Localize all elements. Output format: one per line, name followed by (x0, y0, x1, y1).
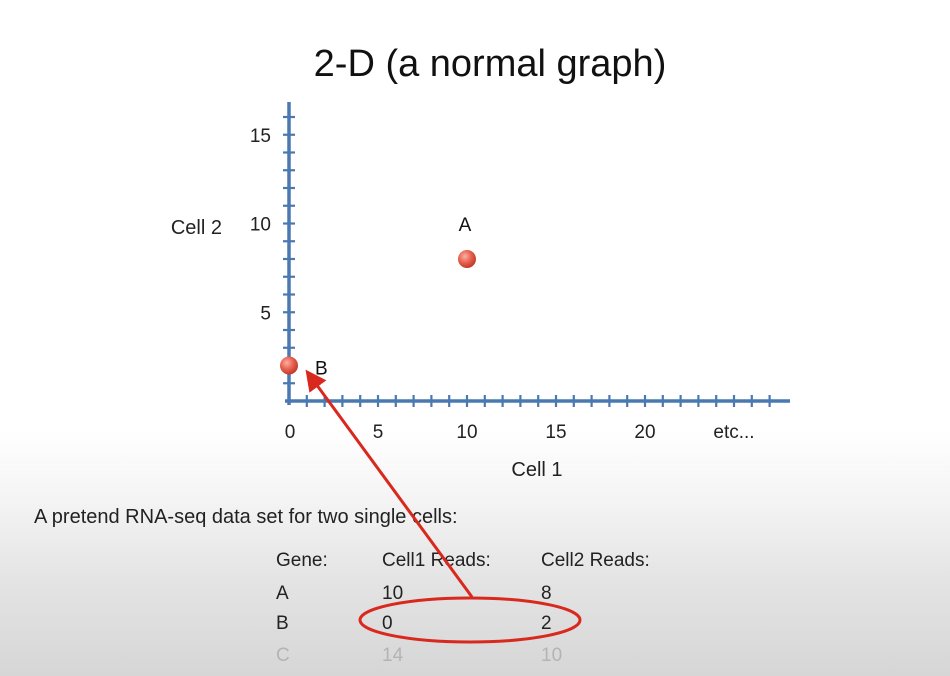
point-label-b: B (315, 359, 328, 380)
slide-title: 2-D (a normal graph) (314, 43, 667, 85)
table-header-cell: Gene: (276, 550, 328, 571)
point-b (280, 356, 298, 375)
annotation-arrow (305, 369, 474, 598)
y-tick-label: 15 (250, 126, 271, 147)
table-cell: 10 (382, 583, 403, 604)
table-cell: B (276, 613, 289, 634)
data-points: AB (280, 215, 476, 380)
x-tick-label: 10 (456, 422, 477, 443)
table-cell: 14 (382, 645, 404, 666)
table-header-cell: Cell2 Reads: (541, 550, 650, 571)
x-axis-label: Cell 1 (511, 459, 562, 481)
x-tick-label: 15 (545, 422, 566, 443)
x-tick-label: 0 (285, 422, 296, 443)
y-tick-label: 5 (260, 303, 271, 324)
x-tick-label: 5 (373, 422, 384, 443)
x-tick-label: 20 (634, 422, 655, 443)
table-header-cell: Cell1 Reads: (382, 550, 491, 571)
row-b-highlight-ellipse (358, 596, 582, 644)
x-axis-minor-ticks (305, 395, 771, 407)
x-axis-tick-labels: 0 5 10 15 20 etc... (285, 422, 755, 443)
y-axis-tick-labels: 5 10 15 (250, 126, 271, 325)
point-label-a: A (459, 215, 472, 236)
table-cell: 10 (541, 645, 562, 666)
y-tick-label: 10 (250, 215, 271, 236)
table-cell: 8 (541, 583, 552, 604)
point-a (458, 250, 476, 268)
x-tick-label: etc... (713, 422, 754, 443)
y-axis-label: Cell 2 (171, 217, 222, 239)
dataset-caption: A pretend RNA-seq data set for two singl… (34, 506, 458, 528)
reads-table: Gene: Cell1 Reads: Cell2 Reads: A 10 8 B 0 2 C 14 1… (276, 550, 650, 666)
table-cell: 2 (541, 613, 552, 634)
table-cell: 0 (382, 613, 393, 634)
table-cell: C (276, 645, 290, 666)
table-cell: A (276, 583, 289, 604)
